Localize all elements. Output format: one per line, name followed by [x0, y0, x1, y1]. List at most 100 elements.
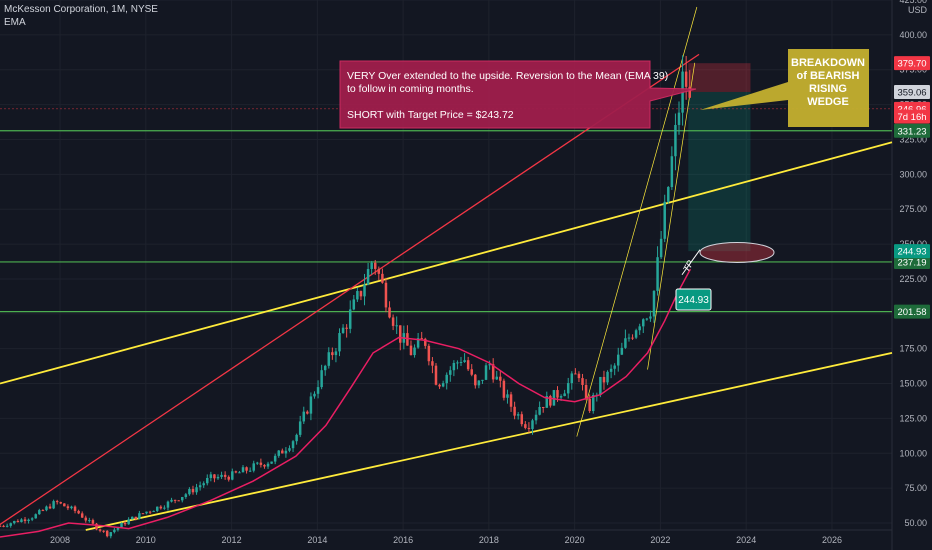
tp-label: TP — [681, 259, 695, 274]
candle-body — [327, 352, 331, 366]
candle-body — [538, 406, 541, 415]
candle-body — [549, 396, 552, 406]
candle-body — [617, 354, 620, 366]
candle-body — [499, 376, 502, 381]
wedge-upper-line — [576, 6, 698, 437]
candle-body — [331, 352, 334, 356]
candle-body — [273, 455, 277, 462]
candle-body — [245, 467, 248, 471]
candle-body — [395, 325, 398, 327]
candle-body — [456, 362, 459, 364]
candle-body — [266, 463, 270, 467]
candle-body — [474, 374, 477, 386]
price-label-box — [894, 244, 930, 259]
candle-body — [127, 519, 130, 525]
candles — [0, 55, 691, 539]
tp-box-text: 244.93 — [678, 295, 709, 306]
candle-body — [677, 112, 681, 125]
y-tick-label: 75.00 — [904, 483, 927, 493]
candle-body — [627, 337, 631, 339]
tp-box — [675, 288, 712, 311]
candle-body — [216, 476, 220, 479]
candle-body — [9, 523, 12, 526]
candle-body — [491, 364, 495, 380]
candle-body — [581, 378, 584, 385]
candle-body — [642, 319, 645, 327]
candle-body — [55, 501, 59, 503]
candle-body — [2, 525, 5, 527]
x-tick-label: 2024 — [736, 535, 756, 545]
candle-body — [202, 483, 205, 486]
candle-body — [313, 393, 316, 397]
stop-loss-zone — [688, 63, 751, 92]
candle-body — [20, 519, 23, 523]
candle-body — [213, 474, 216, 479]
candle-body — [348, 309, 352, 329]
candle-body — [291, 441, 295, 449]
candle-body — [30, 518, 34, 520]
candle-body — [227, 476, 230, 480]
candle-body — [609, 368, 613, 372]
y-tick-label: 300.00 — [899, 169, 927, 179]
candle-body — [155, 506, 159, 511]
indicator-label: EMA — [4, 17, 26, 28]
y-tick-label: 225.00 — [899, 274, 927, 284]
candle-body — [477, 380, 481, 386]
candle-body — [663, 201, 666, 239]
candle-body — [541, 406, 545, 408]
candle-body — [66, 506, 70, 509]
candle-body — [667, 187, 670, 202]
horizontal-levels — [0, 130, 892, 313]
candle-body — [463, 360, 466, 363]
candle-body — [420, 338, 423, 340]
candle-body — [281, 450, 284, 454]
ema-line — [0, 268, 692, 538]
candle-body — [166, 501, 170, 508]
candle-body — [527, 427, 531, 429]
price-label-text: 331.23 — [897, 126, 926, 137]
price-label-text: 379.70 — [897, 59, 926, 70]
candle-body — [434, 365, 438, 385]
price-label-text: 359.06 — [897, 87, 926, 98]
candle-body — [231, 471, 234, 480]
y-tick-label: 400.00 — [899, 30, 927, 40]
x-tick-label: 2020 — [565, 535, 585, 545]
candle-body — [334, 351, 338, 356]
candle-body — [563, 393, 566, 397]
candle-body — [220, 474, 223, 477]
candle-body — [341, 327, 345, 334]
candle-body — [441, 383, 445, 387]
price-label-box — [894, 109, 930, 124]
candle-body — [449, 370, 452, 375]
candle-body — [399, 325, 402, 343]
price-label-text: 201.58 — [897, 307, 926, 318]
candle-body — [406, 333, 409, 346]
candle-body — [148, 511, 152, 513]
candle-body — [631, 337, 634, 339]
candle-body — [509, 394, 513, 407]
candle-body — [256, 462, 259, 464]
candle-body — [277, 450, 281, 456]
candle-body — [534, 414, 538, 421]
wedge-note-text: BREAKDOWN — [791, 57, 865, 69]
candle-body — [427, 345, 431, 362]
candle-body — [123, 523, 127, 525]
candle-body — [59, 502, 63, 504]
candle-body — [159, 506, 163, 509]
candle-body — [488, 364, 491, 366]
candle-body — [134, 516, 138, 519]
candle-body — [181, 497, 184, 501]
candle-body — [366, 269, 370, 285]
main-note-box — [339, 60, 697, 129]
target-ellipse — [699, 241, 775, 263]
y-tick-label: 150.00 — [899, 379, 927, 389]
candle-body — [298, 421, 302, 435]
main-note-text-3: SHORT with Target Price = $243.72 — [347, 109, 514, 121]
price-label-text: 237.19 — [897, 257, 926, 268]
candle-body — [288, 448, 291, 451]
y-tick-label: 100.00 — [899, 448, 927, 458]
candle-body — [320, 370, 323, 388]
candle-body — [352, 299, 356, 310]
